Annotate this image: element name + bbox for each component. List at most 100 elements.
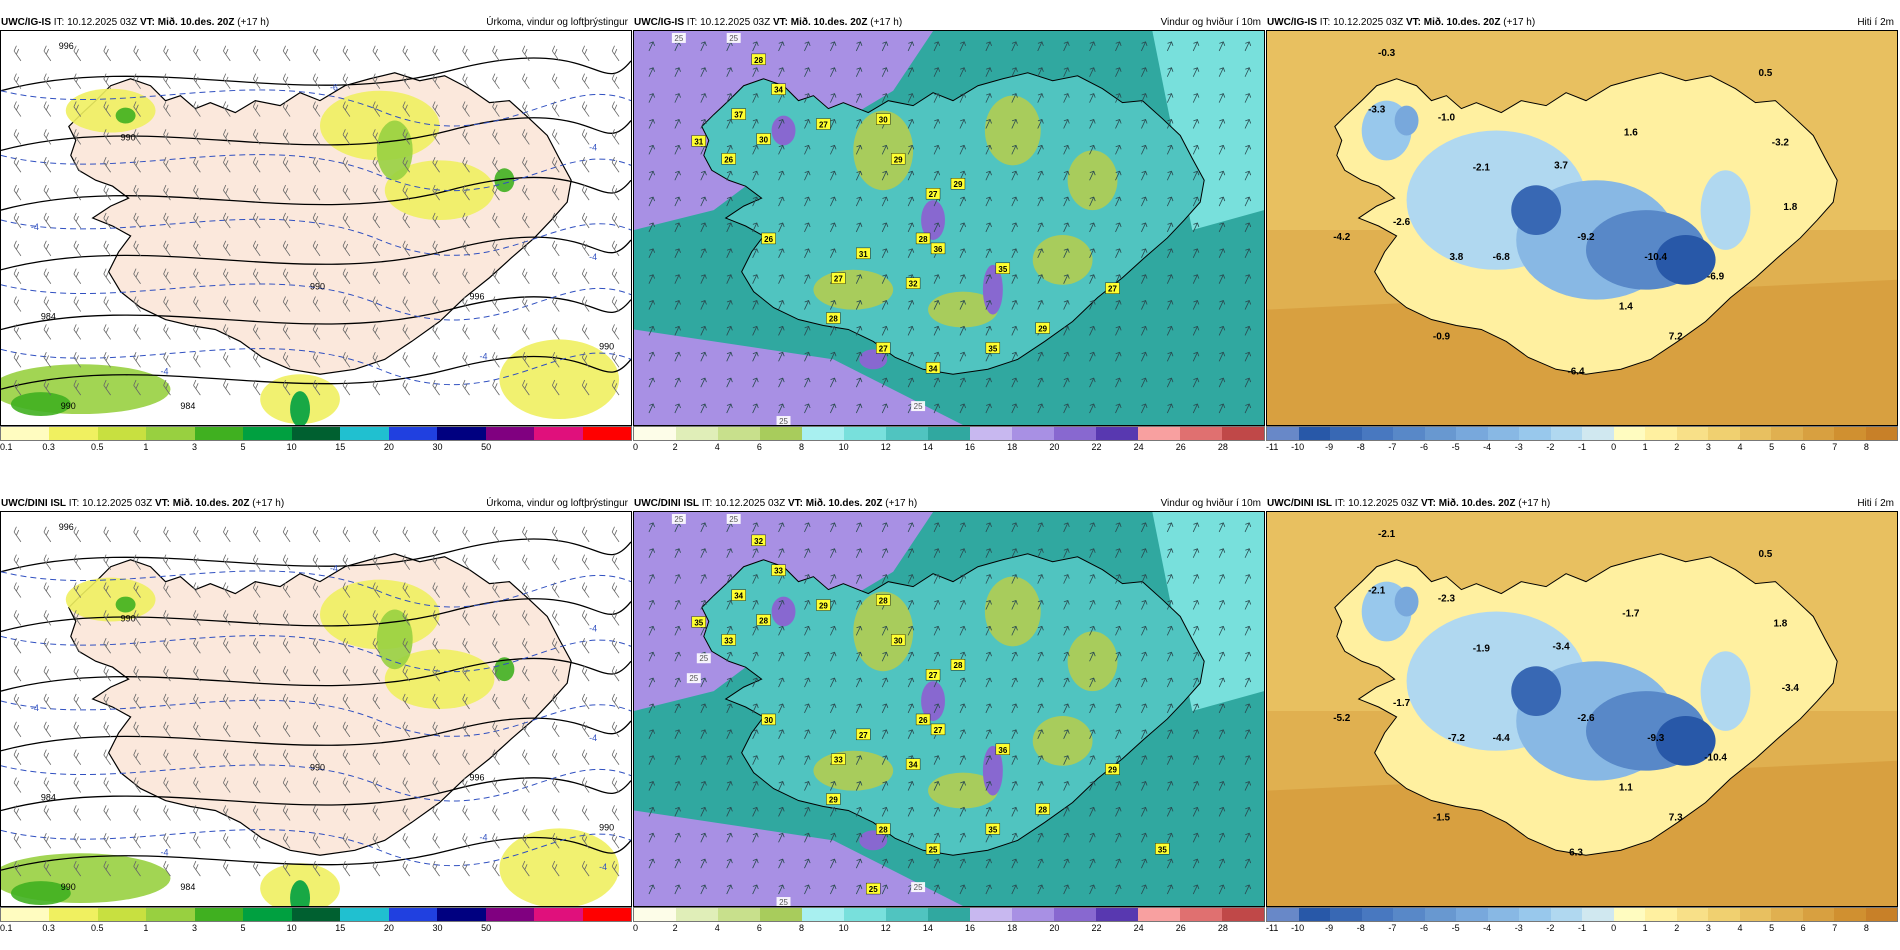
legend-swatch: [1487, 908, 1519, 921]
wind-arrow: [1011, 625, 1018, 636]
wind-arrow: [752, 755, 759, 765]
wind-barb: [133, 610, 141, 626]
gust-label: 28: [950, 659, 966, 671]
wind-arrow: [830, 403, 837, 414]
wind-arrow: [778, 703, 785, 714]
legend-tick-label: 30: [432, 442, 443, 452]
wind-arrow: [830, 170, 837, 181]
wind-arrow: [1037, 274, 1044, 284]
wind-barb: [372, 101, 381, 117]
wind-barb: [43, 777, 52, 793]
svg-text:25: 25: [779, 417, 788, 425]
wind-barb: [522, 638, 530, 654]
legend-swatch: [1298, 908, 1330, 921]
wind-barb: [163, 665, 171, 682]
wind-arrow: [1141, 325, 1148, 336]
gust-label: 29: [1035, 322, 1050, 334]
isotherm-label: -4: [589, 733, 597, 743]
temperature-label: -4.2: [1333, 232, 1351, 243]
wind-arrow: [778, 118, 785, 129]
wind-arrow: [674, 755, 681, 765]
wind-barb: [581, 212, 590, 229]
wind-arrow: [752, 196, 759, 207]
wind-barb: [282, 240, 291, 257]
wind-barb: [193, 526, 201, 543]
wind-arrow: [985, 325, 992, 336]
wind-arrow: [855, 41, 863, 52]
wind-arrow: [700, 806, 707, 817]
wind-arrow: [1089, 351, 1096, 362]
wind-barb: [103, 554, 111, 570]
wind-barb: [522, 296, 530, 312]
legend-tick-label: 2: [1674, 442, 1680, 452]
svg-text:28: 28: [879, 825, 888, 834]
wind-arrow: [907, 118, 915, 129]
temperature-area: [1394, 105, 1419, 136]
legend-swatch: [1361, 427, 1393, 440]
gust-label: 34: [771, 83, 786, 95]
wind-barb: [13, 157, 22, 173]
wind-arrow: [752, 248, 759, 259]
issue-time: IT: 10.12.2025 03Z: [1334, 498, 1419, 509]
wind-arrow: [804, 403, 811, 414]
wind-barb: [103, 860, 111, 877]
wind-barb: [552, 749, 560, 765]
wind-area: [1032, 715, 1093, 766]
wind-arrow: [1011, 196, 1018, 207]
wind-barb: [282, 324, 291, 340]
wind-arrow: [674, 677, 681, 688]
wind-arrow: [985, 118, 992, 129]
wind-arrow: [985, 222, 992, 233]
wind-barb: [581, 665, 590, 682]
wind-arrow: [1141, 118, 1148, 129]
wind-arrow: [830, 858, 837, 869]
wind-arrow: [1141, 351, 1148, 362]
wind-arrow: [985, 677, 992, 688]
panel-title: Hiti í 2m: [1857, 498, 1894, 509]
wind-arrow: [700, 222, 707, 233]
wind-arrow: [1011, 351, 1018, 362]
wind-barb: [13, 73, 22, 89]
wind-arrow: [1141, 703, 1148, 714]
wind-arrow: [648, 651, 655, 662]
wind-barb: [552, 721, 560, 738]
legend-swatch: [1802, 908, 1834, 921]
wind-arrow: [1141, 93, 1148, 103]
wind-arrow: [804, 93, 811, 103]
wind-barb: [342, 379, 351, 396]
wind-barb: [193, 860, 201, 877]
wind-barb: [13, 610, 22, 626]
wind-barb: [223, 721, 231, 738]
wind-barb: [492, 582, 500, 598]
wind-arrow: [1063, 806, 1070, 817]
wind-arrow: [830, 222, 837, 233]
wind-barb: [13, 352, 22, 368]
wind-arrow: [933, 574, 941, 584]
wind-barb: [43, 610, 52, 626]
gust-label: 28: [756, 614, 771, 626]
legend-swatch: [146, 427, 195, 440]
wind-arrow: [778, 325, 785, 336]
wind-barb: [73, 129, 82, 145]
wind-area: [921, 681, 946, 721]
wind-barb: [611, 324, 620, 340]
wind-barb: [611, 379, 620, 396]
wind-barb: [252, 777, 261, 793]
wind-barb: [312, 610, 321, 626]
wind-barb: [163, 379, 171, 396]
wind-barb: [552, 268, 560, 284]
wind-barb: [432, 693, 440, 710]
gust-label: 31: [691, 135, 706, 147]
temperature-label: -1.0: [1438, 113, 1456, 124]
wind-arrow: [700, 351, 707, 362]
wind-arrow: [1166, 806, 1174, 817]
wind-barb: [492, 554, 500, 570]
wind-arrow: [1063, 755, 1070, 765]
wind-arrow: [1192, 574, 1200, 584]
wind-arrow: [778, 884, 785, 895]
wind-barb: [432, 638, 440, 654]
wind-arrow: [959, 377, 966, 388]
wind-arrow: [855, 274, 863, 284]
wind-arrow: [907, 677, 915, 688]
wind-barb: [432, 833, 440, 849]
